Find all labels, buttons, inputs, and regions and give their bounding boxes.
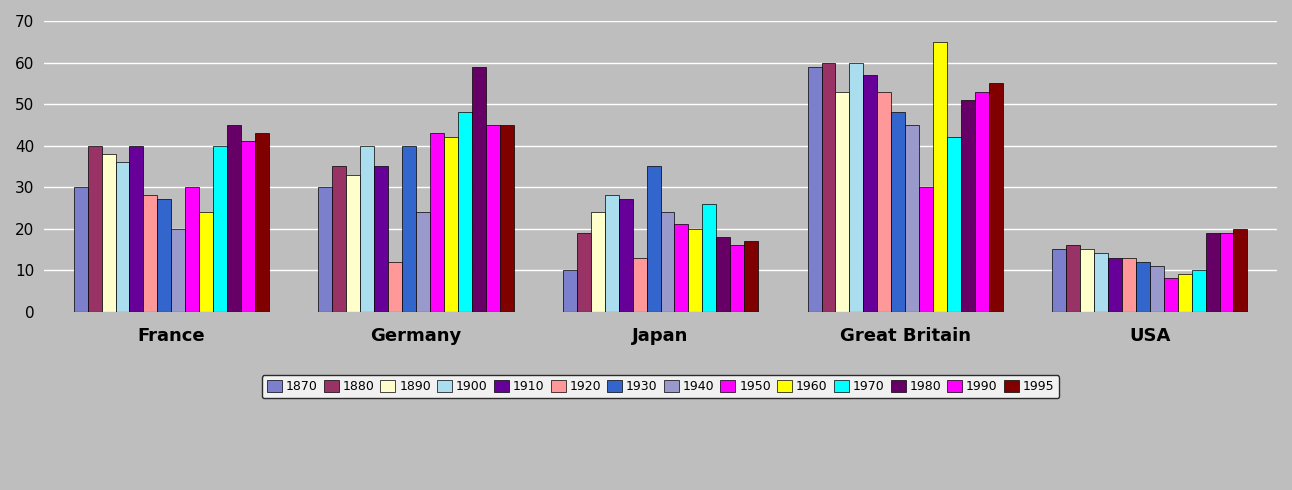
Bar	[633, 258, 646, 312]
Bar	[486, 125, 500, 312]
Bar	[199, 212, 213, 312]
Bar	[988, 83, 1003, 312]
Bar	[102, 154, 115, 312]
Bar	[388, 262, 402, 312]
Bar	[255, 133, 269, 312]
Bar	[1205, 233, 1220, 312]
Bar	[472, 67, 486, 312]
Bar	[457, 112, 472, 312]
Bar	[605, 196, 619, 312]
Bar	[836, 92, 849, 312]
Bar	[360, 146, 375, 312]
Bar	[961, 100, 975, 312]
Bar	[74, 187, 88, 312]
Bar	[891, 112, 906, 312]
Bar	[1052, 249, 1066, 312]
Bar	[730, 245, 744, 312]
Bar	[703, 204, 716, 312]
Bar	[1234, 228, 1247, 312]
Bar	[500, 125, 513, 312]
Bar	[660, 212, 674, 312]
Bar	[88, 146, 102, 312]
Bar	[416, 212, 430, 312]
Bar	[158, 199, 172, 312]
Bar	[1136, 262, 1150, 312]
Bar	[947, 137, 961, 312]
Bar	[578, 233, 590, 312]
Bar	[716, 237, 730, 312]
Bar	[375, 166, 388, 312]
Bar	[919, 187, 933, 312]
Bar	[1191, 270, 1205, 312]
Bar	[1150, 266, 1164, 312]
Bar	[744, 241, 758, 312]
Bar	[430, 133, 444, 312]
Legend: 1870, 1880, 1890, 1900, 1910, 1920, 1930, 1940, 1950, 1960, 1970, 1980, 1990, 19: 1870, 1880, 1890, 1900, 1910, 1920, 1930…	[262, 375, 1059, 398]
Bar	[1094, 253, 1109, 312]
Bar	[849, 63, 863, 312]
Bar	[332, 166, 346, 312]
Bar	[185, 187, 199, 312]
Bar	[689, 228, 703, 312]
Bar	[619, 199, 633, 312]
Bar	[563, 270, 578, 312]
Bar	[318, 187, 332, 312]
Bar	[975, 92, 988, 312]
Bar	[172, 228, 185, 312]
Bar	[646, 166, 660, 312]
Bar	[402, 146, 416, 312]
Bar	[242, 141, 255, 312]
Bar	[115, 162, 129, 312]
Bar	[213, 146, 227, 312]
Bar	[906, 125, 919, 312]
Bar	[877, 92, 891, 312]
Bar	[129, 146, 143, 312]
Bar	[1164, 278, 1178, 312]
Bar	[1109, 258, 1121, 312]
Bar	[863, 75, 877, 312]
Bar	[444, 137, 457, 312]
Bar	[933, 42, 947, 312]
Bar	[143, 196, 158, 312]
Bar	[346, 174, 360, 312]
Bar	[590, 212, 605, 312]
Bar	[674, 224, 689, 312]
Bar	[1066, 245, 1080, 312]
Bar	[1080, 249, 1094, 312]
Bar	[808, 67, 822, 312]
Bar	[227, 125, 242, 312]
Bar	[822, 63, 836, 312]
Bar	[1220, 233, 1234, 312]
Bar	[1178, 274, 1191, 312]
Bar	[1121, 258, 1136, 312]
